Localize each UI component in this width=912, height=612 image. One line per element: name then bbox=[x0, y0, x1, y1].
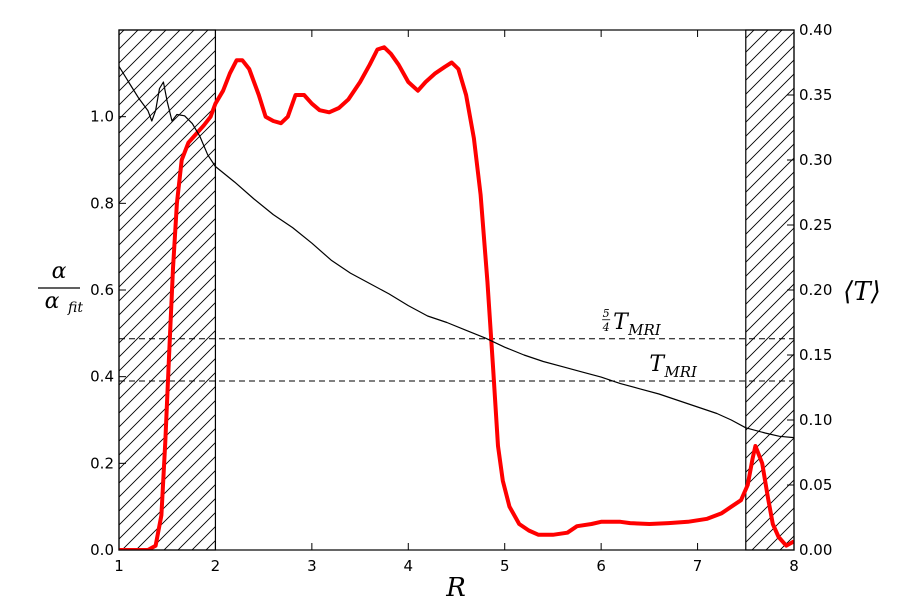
x-tick-label: 5 bbox=[500, 557, 510, 575]
y-right-tick-label: 0.40 bbox=[799, 21, 832, 39]
x-tick-label: 4 bbox=[404, 557, 414, 575]
y-right-tick-label: 0.15 bbox=[799, 346, 832, 364]
y-left-tick-label: 0.4 bbox=[90, 368, 114, 386]
reference-label-sub: MRI bbox=[627, 321, 662, 339]
y-right-tick-label: 0.35 bbox=[799, 86, 832, 104]
y-left-tick-label: 0.8 bbox=[90, 194, 114, 212]
reference-label-sub: MRI bbox=[663, 363, 698, 381]
series-line-alpha bbox=[119, 45, 794, 550]
hatched-regions bbox=[118, 29, 795, 551]
y-left-tick-label: 0.2 bbox=[90, 454, 114, 472]
reference-label-0: 54 T MRI bbox=[602, 307, 662, 339]
x-tick-label: 2 bbox=[211, 557, 221, 575]
hatched-region-1 bbox=[745, 29, 795, 551]
reference-label-frac-den: 4 bbox=[602, 321, 610, 334]
axis-ticks: 1 2 3 4 5 6 7 80.00.20.40.60.81.00.000.050.100.… bbox=[90, 21, 832, 575]
x-tick-label: 7 bbox=[693, 557, 703, 575]
x-tick-label: 6 bbox=[596, 557, 606, 575]
data-series bbox=[119, 45, 794, 550]
y-right-tick-label: 0.10 bbox=[799, 411, 832, 429]
y-left-numerator: α bbox=[52, 259, 67, 284]
y-right-tick-label: 0.20 bbox=[799, 281, 832, 299]
reference-label-main: T bbox=[613, 310, 630, 335]
y-left-tick-label: 0.0 bbox=[90, 541, 114, 559]
x-tick-label: 3 bbox=[307, 557, 317, 575]
y-left-denominator-sub: fit bbox=[67, 300, 83, 316]
y-axis-label-left: α α fit bbox=[38, 259, 83, 316]
y-left-denominator: α bbox=[45, 289, 60, 314]
reference-label-1: T MRI bbox=[649, 352, 698, 381]
x-tick-label: 1 bbox=[114, 557, 124, 575]
series-line-temperature bbox=[119, 66, 794, 439]
y-right-tick-label: 0.00 bbox=[799, 541, 832, 559]
hatched-region-0 bbox=[118, 29, 217, 551]
plot-frame bbox=[118, 29, 795, 551]
y-right-tick-label: 0.05 bbox=[799, 476, 832, 494]
y-right-tick-label: 0.25 bbox=[799, 216, 832, 234]
reference-label-frac-num: 5 bbox=[603, 307, 610, 320]
reference-label-main: T bbox=[649, 352, 666, 377]
y-left-tick-label: 0.6 bbox=[90, 281, 114, 299]
x-tick-label: 8 bbox=[789, 557, 799, 575]
y-left-tick-label: 1.0 bbox=[90, 108, 114, 126]
x-axis-label: R bbox=[445, 573, 466, 603]
y-right-tick-label: 0.30 bbox=[799, 151, 832, 169]
y-axis-label-right: ⟨T⟩ bbox=[843, 277, 881, 307]
